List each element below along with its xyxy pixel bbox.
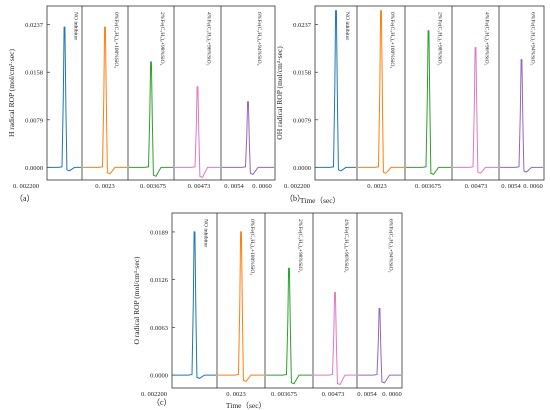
- series-line: [406, 30, 451, 176]
- x-tick-label: 0. 00473: [188, 183, 211, 190]
- series-label: 6%Fe(C₅H₅)₂+94%SiO₂: [256, 12, 263, 66]
- x-axis-title: Time（sec）: [300, 196, 340, 205]
- x-tick-label: 0. 00473: [465, 183, 488, 190]
- series-line: [316, 10, 356, 172]
- series-label: NO inhibitor: [73, 12, 79, 40]
- series-label: 2%Fe(C₅H₅)₂+98%SiO₂: [437, 12, 444, 66]
- plot-frame: [314, 5, 545, 181]
- chart-panel-1: 0.0237 0.0158 0.0079 0.0000 0. 002200 0. 0023…: [275, 5, 545, 203]
- x-tick-label: 0. 0023: [95, 183, 115, 190]
- plot-frame: [171, 212, 403, 389]
- panel-label: （b）: [285, 194, 305, 203]
- x-tick-label: 0. 0023: [367, 183, 387, 190]
- series-label: NO inhibitor: [203, 219, 209, 247]
- y-tick-label: 0.0079: [25, 117, 43, 124]
- panel-label: （a）: [15, 194, 35, 203]
- x-tick-label: 0. 0054: [357, 391, 377, 398]
- y-tick-label: 0.0000: [25, 165, 43, 172]
- x-axis-title: Time（sec）: [226, 401, 266, 410]
- x-tick-label: 0. 0054: [224, 183, 244, 190]
- y-tick-label: 0.0126: [150, 277, 169, 284]
- x-tick-label: 0. 0023: [226, 391, 246, 398]
- y-tick-label: 0.0000: [150, 373, 168, 380]
- y-tick-label: 0.0158: [25, 70, 43, 77]
- x-tick-label: 0. 0054: [501, 183, 521, 190]
- y-tick-label: 0.0237: [25, 22, 44, 29]
- series-line: [129, 61, 173, 177]
- y-tick-label: 0.0158: [293, 70, 311, 77]
- y-axis-title: H radical ROP (mol/cm³·sec): [7, 49, 16, 137]
- series-line: [358, 308, 401, 384]
- x-tick-label: 0. 003675: [415, 183, 441, 190]
- series-line: [83, 26, 127, 175]
- panel-label: （c）: [152, 398, 172, 407]
- series-label: 6%Fe(C₅H₅)₂+94%SiO₂: [388, 219, 395, 273]
- x-tick-label: 0. 002200: [141, 391, 167, 398]
- series-line: [266, 267, 312, 385]
- series-label: NO inhibitor: [344, 12, 350, 40]
- x-tick-label: 0. 002200: [284, 183, 310, 190]
- series-line: [358, 10, 404, 174]
- y-tick-label: 0.0000: [293, 165, 311, 172]
- series-label: 4%Fe(C₅H₅)₂+96%SiO₂: [206, 12, 213, 66]
- series-line: [500, 59, 543, 173]
- series-label: 2%Fe(C₅H₅)₂+98%SiO₂: [159, 12, 166, 66]
- series-line: [222, 101, 274, 176]
- series-label: 0%Fe(C₅H₅)₂+100%SiO₂: [389, 12, 396, 68]
- x-tick-label: 0. 0060: [382, 391, 402, 398]
- y-tick-label: 0.0189: [150, 229, 168, 236]
- series-label: 6%Fe(C₅H₅)₂+94%SiO₂: [530, 12, 537, 66]
- series-label: 4%Fe(C₅H₅)₂+96%SiO₂: [343, 219, 350, 273]
- x-tick-label: 0. 0060: [252, 183, 272, 190]
- series-label: 2%Fe(C₅H₅)₂+98%SiO₂: [297, 219, 304, 273]
- y-tick-label: 0.0237: [293, 22, 312, 29]
- y-axis-title: O radical ROP (mol/cm³·sec): [132, 256, 141, 344]
- x-tick-label: 0. 0060: [523, 183, 543, 190]
- series-line: [48, 26, 81, 172]
- plot-frame: [46, 5, 276, 181]
- y-axis-title: OH radical ROP (mol/cm³·sec): [275, 46, 284, 140]
- series-label: 0%Fe(C₅H₅)₂+100%SiO₂: [113, 12, 120, 68]
- series-line: [173, 231, 216, 379]
- series-label: 0%Fe(C₅H₅)₂+100%SiO₂: [249, 219, 256, 275]
- chart-panel-2: 0.0189 0.0126 0.0063 0.0000 0. 002200 0. 0023…: [132, 212, 403, 410]
- y-tick-label: 0.0079: [293, 117, 311, 124]
- x-tick-label: 0. 003675: [271, 391, 297, 398]
- series-label: 4%Fe(C₅H₅)₂+96%SiO₂: [484, 12, 491, 66]
- y-tick-label: 0.0063: [150, 325, 168, 332]
- series-line: [218, 231, 264, 382]
- x-tick-label: 0. 003675: [140, 183, 166, 190]
- chart-panel-0: 0.0237 0.0158 0.0079 0.0000 0. 002200 0. 0023…: [7, 5, 340, 205]
- series-line: [453, 47, 498, 174]
- x-tick-label: 0. 002200: [13, 183, 39, 190]
- series-line: [314, 292, 356, 386]
- series-line: [175, 86, 220, 179]
- x-tick-label: 0. 00473: [322, 391, 345, 398]
